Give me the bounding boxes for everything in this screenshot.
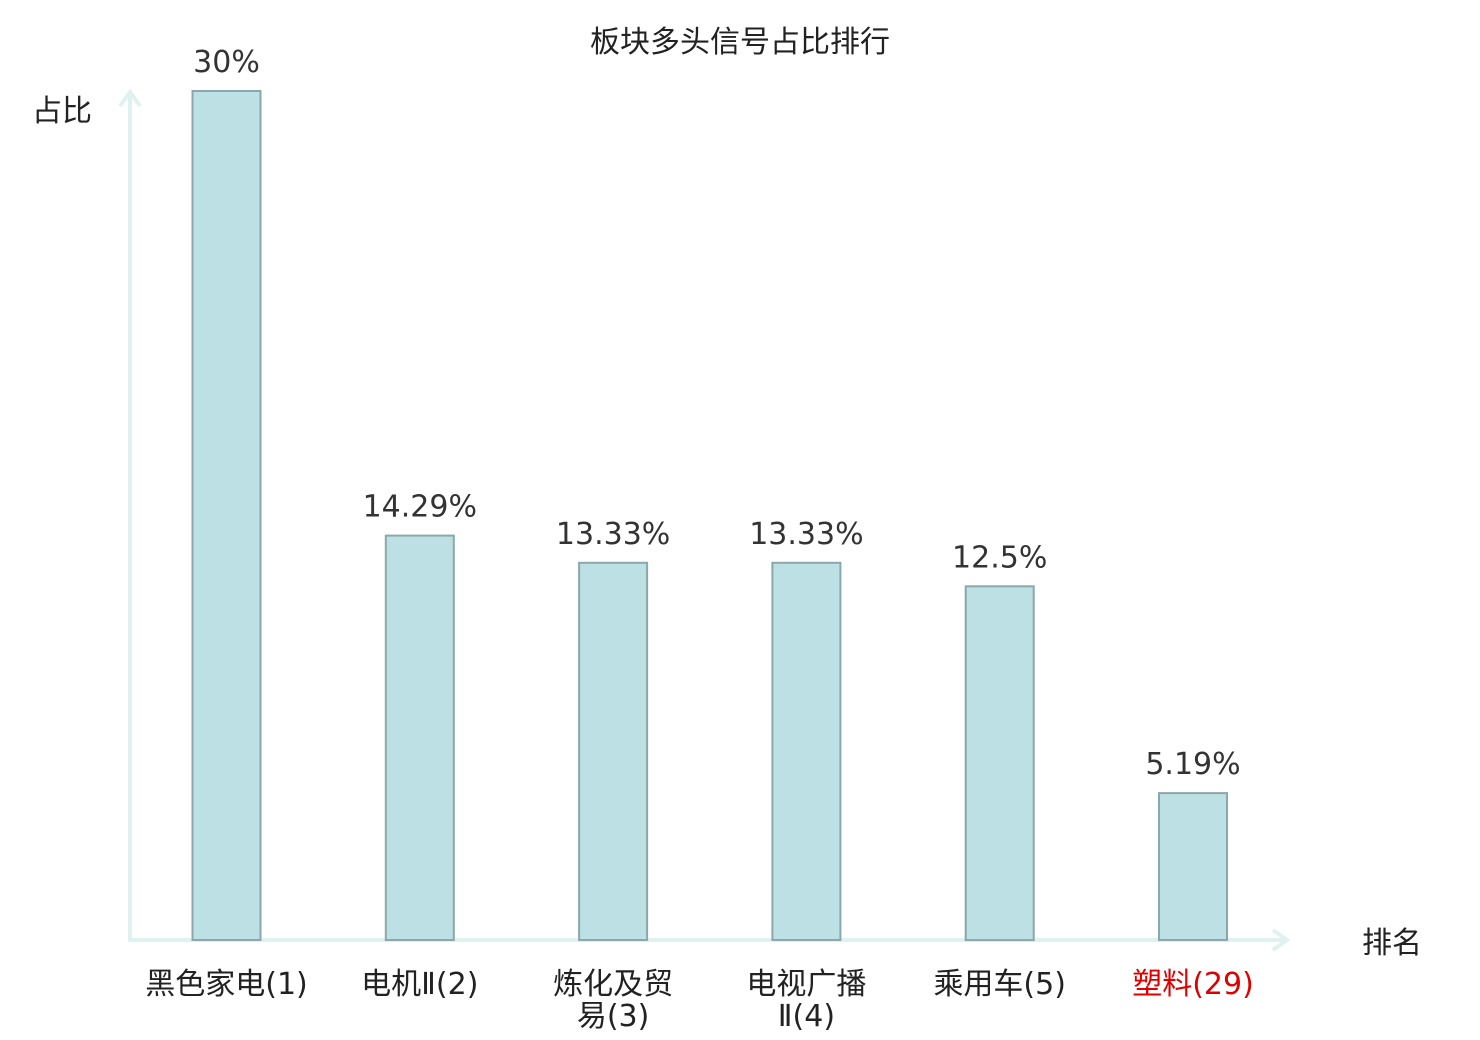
category-tick-label: 黑色家电(1) bbox=[145, 967, 308, 1002]
category-tick-label-line: 塑料(29) bbox=[1132, 967, 1254, 1002]
bar bbox=[1158, 792, 1228, 941]
category-tick-label-line: 易(3) bbox=[577, 999, 650, 1034]
value-labels-group: 30% 14.29% 13.33% 13.33% 12.5% 5.19% bbox=[193, 45, 1241, 782]
bar bbox=[964, 585, 1035, 942]
bar-value-label: 13.33% bbox=[556, 517, 670, 552]
bar-value-label: 30% bbox=[193, 45, 260, 80]
bar-value-label: 12.5% bbox=[952, 540, 1047, 575]
bar bbox=[384, 534, 455, 941]
category-tick-label: 塑料(29) bbox=[1132, 967, 1254, 1002]
bar-value-label: 14.29% bbox=[363, 490, 477, 525]
chart-title: 板块多头信号占比排行 bbox=[590, 25, 890, 60]
category-tick-label-line: 黑色家电(1) bbox=[145, 967, 308, 1002]
bar-value-label: 5.19% bbox=[1145, 747, 1240, 782]
y-axis-label: 占比 bbox=[32, 94, 92, 129]
bar bbox=[578, 561, 649, 941]
category-tick-label-line: 炼化及贸 bbox=[553, 967, 673, 1002]
bars-group bbox=[191, 90, 1228, 942]
category-tick-label-line: 电机Ⅱ(2) bbox=[361, 967, 478, 1002]
y-axis-arrow-icon bbox=[118, 88, 142, 108]
category-labels-group: 黑色家电(1) 电机Ⅱ(2) 炼化及贸易(3) 电视广播 Ⅱ(4) 乘用车(5) 塑料(29… bbox=[145, 967, 1254, 1034]
category-tick-label: 电视广播 Ⅱ(4) bbox=[746, 967, 866, 1034]
category-tick-label-line: 乘用车(5) bbox=[933, 967, 1066, 1002]
category-tick-label-line: 电视广播 bbox=[746, 967, 866, 1002]
category-tick-label: 炼化及贸易(3) bbox=[553, 967, 673, 1034]
category-tick-label: 电机Ⅱ(2) bbox=[361, 967, 478, 1002]
bar bbox=[771, 561, 842, 941]
x-axis-arrow-icon bbox=[1271, 928, 1291, 952]
category-tick-label-line: Ⅱ(4) bbox=[778, 999, 835, 1034]
bar-value-label: 13.33% bbox=[749, 517, 863, 552]
category-tick-label: 乘用车(5) bbox=[933, 967, 1066, 1002]
bar bbox=[191, 90, 262, 941]
x-axis-label: 排名 bbox=[1362, 926, 1422, 961]
